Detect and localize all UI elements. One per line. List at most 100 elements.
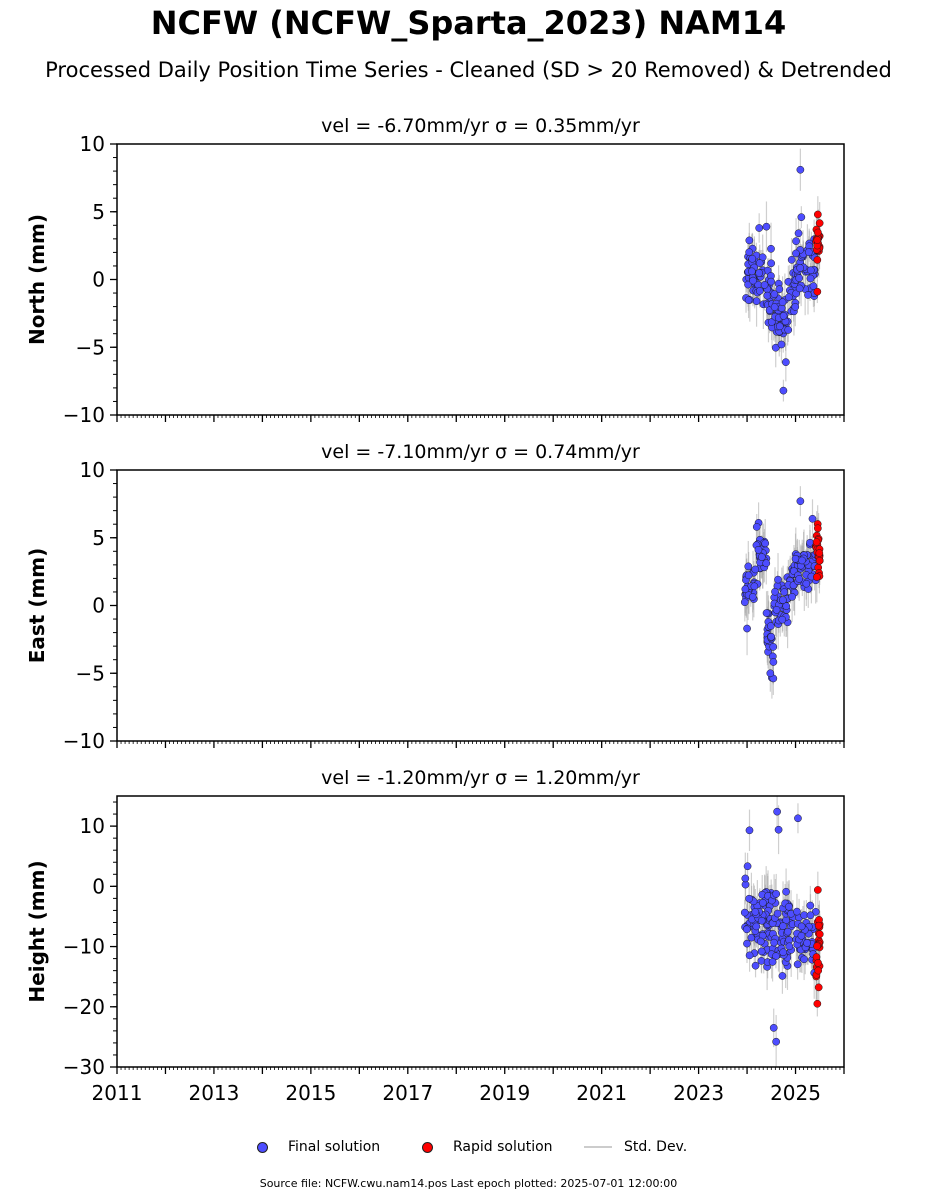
final-solution-point: [756, 937, 765, 946]
final-solution-point: [767, 632, 776, 641]
final-solution-point: [775, 322, 784, 331]
y-axis-label: North (mm): [25, 214, 49, 345]
final-solution-point: [770, 938, 778, 947]
final-solution-point: [808, 514, 817, 523]
final-solution-point: [743, 624, 751, 633]
final-solution-point: [803, 939, 811, 947]
final-solution-point: [747, 267, 756, 276]
final-solution-point: [741, 585, 750, 593]
y-tick-label: 5: [92, 200, 105, 224]
final-solution-marker-icon: [257, 1141, 268, 1153]
final-solution-point: [804, 291, 812, 299]
final-solution-point: [779, 386, 788, 395]
final-solution-point: [779, 948, 788, 957]
final-solution-point: [740, 598, 749, 607]
page-subtitle: Processed Daily Position Time Series - C…: [45, 58, 892, 82]
final-solution-point: [770, 303, 779, 311]
final-solution-point: [771, 587, 779, 596]
panel-title: vel = -1.20mm/yr σ = 1.20mm/yr: [321, 767, 640, 789]
final-solution-point: [806, 911, 815, 920]
y-tick-label: −20: [63, 995, 105, 1019]
y-tick-label: 10: [80, 132, 105, 156]
final-solution-point: [742, 925, 751, 934]
final-solution-point: [782, 887, 790, 896]
final-solution-point: [759, 898, 767, 907]
final-solution-point: [806, 901, 815, 910]
final-solution-point: [769, 1024, 778, 1032]
rapid-solution-point: [814, 983, 823, 992]
y-tick-label: −10: [63, 935, 105, 959]
final-solution-point: [744, 296, 753, 304]
final-solution-point: [778, 298, 787, 307]
final-solution-point: [755, 269, 764, 277]
x-tick-label: 2025: [770, 1081, 821, 1105]
final-solution-point: [766, 669, 775, 678]
final-solution-point: [755, 224, 764, 232]
rapid-solution-point: [813, 942, 821, 950]
final-solution-point: [791, 303, 800, 311]
final-solution-point: [787, 255, 796, 264]
y-tick-label: 0: [92, 874, 105, 898]
source-footer: Source file: NCFW.cwu.nam14.pos Last epo…: [259, 1177, 678, 1190]
final-solution-point: [784, 293, 793, 302]
final-solution-point: [796, 264, 805, 272]
final-solution-point: [780, 588, 789, 596]
time-series-figure: vel = -6.70mm/yr σ = 0.35mm/yr North (mm)…: [25, 115, 845, 1105]
final-solution-point: [783, 927, 792, 936]
rapid-solution-point: [813, 886, 822, 894]
chart-panel-2: vel = -1.20mm/yr σ = 1.20mm/yr Height (mm…: [25, 767, 845, 1105]
final-solution-point: [779, 596, 787, 604]
final-solution-point: [792, 249, 800, 258]
rapid-solution-point: [814, 966, 823, 975]
rapid-solution-point: [813, 573, 821, 581]
plot-frame: [116, 795, 845, 1068]
x-tick-label: 2015: [285, 1081, 336, 1105]
y-tick-label: −10: [63, 729, 105, 753]
rapid-solution-point: [814, 921, 823, 930]
final-solution-point: [766, 622, 775, 630]
final-solution-point: [778, 972, 787, 980]
final-solution-point: [798, 556, 806, 565]
final-solution-point: [775, 285, 784, 294]
final-solution-point: [743, 862, 752, 871]
final-solution-point: [771, 343, 780, 352]
final-solution-point: [773, 807, 781, 816]
rapid-solution-point: [813, 256, 822, 264]
x-tick-label: 2013: [188, 1081, 239, 1105]
x-tick-label: 2019: [479, 1081, 530, 1105]
panel-title: vel = -7.10mm/yr σ = 0.74mm/yr: [321, 441, 640, 463]
final-solution-point: [744, 562, 753, 571]
final-solution-point: [748, 254, 757, 263]
final-solution-point: [745, 248, 754, 257]
final-solution-point: [793, 960, 802, 969]
final-solution-point: [743, 939, 751, 948]
x-tick-label: 2021: [576, 1081, 627, 1105]
final-solution-point: [795, 274, 803, 282]
final-solution-point: [752, 523, 761, 531]
final-solution-point: [748, 593, 757, 601]
legend-item-final: Final solution: [257, 1136, 380, 1158]
y-tick-label: −5: [76, 661, 105, 685]
rapid-solution-point: [813, 287, 822, 296]
final-solution-point: [806, 266, 815, 275]
rapid-solution-point: [814, 228, 822, 237]
final-solution-point: [751, 565, 760, 574]
final-solution-point: [744, 280, 752, 289]
final-solution-point: [782, 602, 791, 610]
final-solution-point: [757, 916, 766, 925]
final-solution-point: [745, 894, 753, 903]
y-tick-label: −30: [63, 1055, 105, 1079]
final-solution-point: [772, 890, 781, 898]
legend: Final solution Rapid solution Std. Dev.: [0, 1136, 937, 1158]
rapid-solution-point: [815, 219, 824, 227]
final-solution-point: [750, 582, 759, 591]
final-solution-point: [752, 922, 761, 931]
final-solution-point: [767, 244, 775, 253]
final-solution-point: [785, 942, 794, 951]
legend-final-label: Final solution: [288, 1139, 381, 1155]
data-points: [742, 165, 824, 395]
y-tick-label: 10: [80, 814, 105, 838]
final-solution-point: [804, 248, 813, 257]
final-solution-point: [767, 259, 776, 268]
final-solution-point: [795, 284, 804, 293]
